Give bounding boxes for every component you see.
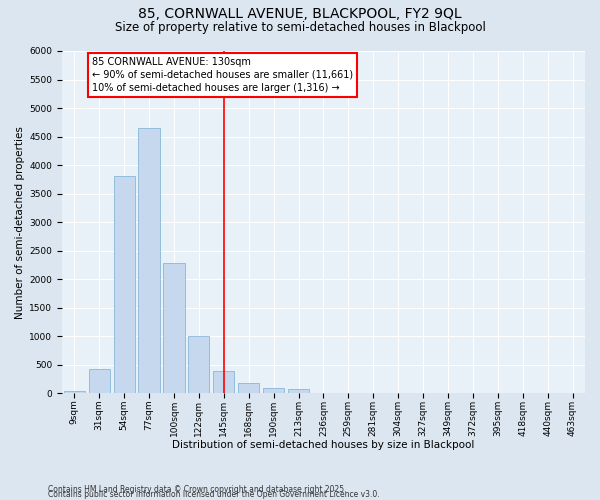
Bar: [113, 176, 135, 393]
Text: 85, CORNWALL AVENUE, BLACKPOOL, FY2 9QL: 85, CORNWALL AVENUE, BLACKPOOL, FY2 9QL: [138, 8, 462, 22]
Y-axis label: Number of semi-detached properties: Number of semi-detached properties: [15, 126, 25, 318]
Bar: [163, 263, 185, 393]
Bar: [64, 392, 85, 393]
Text: Contains public sector information licensed under the Open Government Licence v3: Contains public sector information licen…: [48, 490, 380, 499]
Bar: [263, 388, 284, 393]
Bar: [89, 368, 110, 393]
X-axis label: Distribution of semi-detached houses by size in Blackpool: Distribution of semi-detached houses by …: [172, 440, 475, 450]
Bar: [213, 371, 235, 393]
Bar: [139, 128, 160, 393]
Text: Contains HM Land Registry data © Crown copyright and database right 2025.: Contains HM Land Registry data © Crown c…: [48, 484, 347, 494]
Bar: [238, 383, 259, 393]
Text: 85 CORNWALL AVENUE: 130sqm
← 90% of semi-detached houses are smaller (11,661)
10: 85 CORNWALL AVENUE: 130sqm ← 90% of semi…: [92, 56, 353, 93]
Text: Size of property relative to semi-detached houses in Blackpool: Size of property relative to semi-detach…: [115, 21, 485, 34]
Bar: [188, 336, 209, 393]
Bar: [288, 389, 309, 393]
